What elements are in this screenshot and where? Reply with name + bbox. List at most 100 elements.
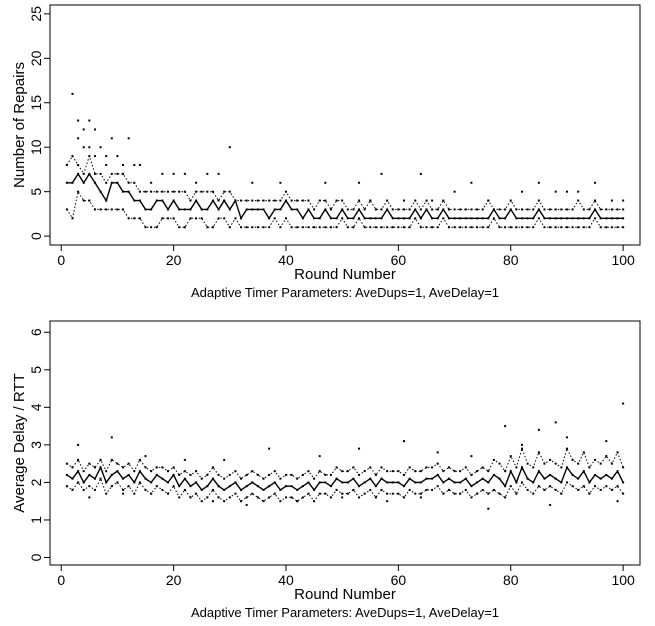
data-point (380, 488, 383, 491)
data-point (554, 488, 557, 491)
data-point (419, 172, 422, 175)
data-point (195, 190, 198, 193)
data-point (82, 128, 85, 131)
data-point (183, 458, 186, 461)
data-point (453, 190, 456, 193)
data-point (521, 447, 523, 450)
data-point (565, 208, 568, 211)
data-point (526, 226, 529, 229)
data-point (172, 190, 175, 193)
y-tick-label: 1 (28, 516, 44, 524)
x-ticks: 0 20 40 60 80 100 (57, 565, 635, 588)
data-point (93, 128, 96, 131)
data-point (329, 208, 332, 211)
data-point (296, 500, 299, 503)
x-tick-label: 0 (57, 252, 65, 268)
data-point (71, 92, 74, 95)
data-point (122, 164, 125, 166)
data-point (403, 440, 405, 443)
data-point (110, 485, 113, 488)
y-tick-label: 0 (28, 553, 44, 561)
data-point (346, 470, 349, 473)
data-point (419, 492, 422, 495)
data-point (161, 190, 164, 193)
data-point (301, 496, 304, 499)
data-point (363, 226, 366, 229)
data-point (605, 226, 608, 229)
y-tick-label: 15 (28, 95, 44, 111)
repairs-chart: 0 20 40 60 80 100 0 5 10 15 20 25 Round Number Num… (11, 4, 641, 300)
data-point (262, 226, 265, 229)
data-point (88, 462, 91, 465)
data-point (487, 507, 490, 510)
data-point (549, 208, 552, 211)
data-point (200, 217, 203, 220)
data-point (622, 217, 625, 220)
data-point (431, 226, 434, 229)
data-point (65, 164, 68, 166)
median-series-line (66, 172, 624, 220)
data-point (346, 492, 349, 495)
data-point (77, 137, 80, 140)
data-point (256, 226, 259, 229)
data-point (155, 190, 158, 193)
data-point (144, 226, 147, 229)
data-point (88, 496, 91, 499)
data-point (217, 496, 220, 499)
data-point (211, 466, 214, 469)
data-point (127, 462, 130, 465)
data-point (442, 199, 445, 202)
data-point (99, 146, 102, 149)
data-point (565, 447, 568, 450)
data-point (386, 500, 389, 503)
data-point (391, 492, 394, 495)
data-point (403, 199, 405, 202)
data-point (245, 503, 248, 506)
data-point (470, 496, 473, 499)
data-point (403, 496, 405, 499)
data-point (436, 451, 439, 454)
data-point (476, 492, 479, 495)
data-point (183, 190, 186, 193)
data-point (509, 199, 512, 202)
data-point (537, 451, 540, 454)
data-point (549, 226, 552, 229)
data-point (374, 473, 377, 476)
data-point (200, 190, 203, 193)
data-point (285, 473, 287, 476)
data-point (549, 503, 552, 506)
data-point (324, 492, 327, 495)
data-point (240, 500, 243, 503)
data-point (189, 199, 192, 202)
data-point (251, 470, 254, 473)
y-tick-label: 2 (28, 478, 44, 486)
data-point (459, 208, 462, 211)
data-point (577, 190, 580, 193)
data-point (245, 226, 248, 229)
data-point (65, 485, 68, 488)
data-point (296, 199, 299, 202)
data-point (268, 447, 271, 450)
bound-series-line (66, 190, 624, 229)
data-point (622, 481, 625, 484)
data-point (268, 473, 271, 476)
data-point (431, 199, 434, 202)
data-point (122, 488, 125, 491)
data-point (582, 226, 585, 229)
data-point (268, 496, 271, 499)
data-point (133, 164, 136, 166)
data-point (481, 466, 484, 469)
data-point (397, 470, 400, 473)
data-point (122, 466, 125, 469)
data-point (487, 492, 490, 495)
data-point (335, 199, 338, 202)
data-point (447, 466, 450, 469)
data-point (105, 164, 108, 166)
y-tick-label: 3 (28, 441, 44, 449)
data-point (403, 226, 405, 229)
data-point (71, 466, 74, 469)
data-point (167, 492, 169, 495)
data-point (178, 473, 181, 476)
data-point (622, 466, 625, 469)
data-point (594, 199, 597, 202)
